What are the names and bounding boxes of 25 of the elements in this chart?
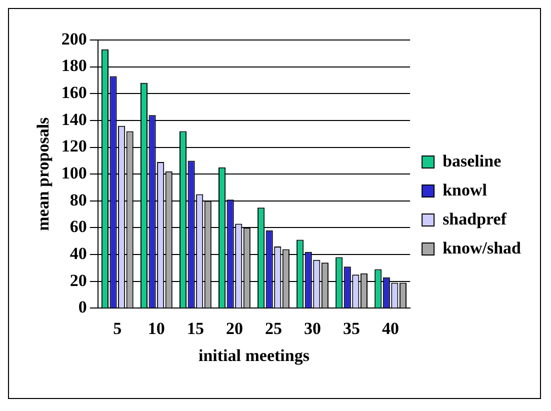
y-tick-label: 180 — [61, 56, 87, 76]
y-tick-label: 0 — [78, 298, 87, 317]
y-tick-label: 100 — [61, 163, 87, 182]
x-axis-title: initial meetings — [198, 346, 310, 366]
legend-label: shadpref — [442, 209, 507, 228]
y-tick-label: 60 — [70, 217, 87, 236]
x-tick-label: 30 — [304, 318, 322, 338]
x-tick-label: 10 — [148, 318, 165, 338]
x-tick-label: 15 — [186, 318, 204, 338]
legend-label: baseline — [442, 151, 502, 170]
y-tick-label: 120 — [61, 136, 87, 156]
legend-label: knowl — [442, 180, 488, 200]
y-tick-label: 80 — [70, 190, 87, 210]
x-tick-label: 25 — [264, 318, 282, 338]
y-tick-label: 160 — [61, 83, 87, 102]
x-tick-label: 35 — [343, 318, 360, 338]
y-tick-label: 140 — [61, 110, 87, 129]
y-axis-title: mean proposals — [34, 116, 53, 231]
y-tick-label: 20 — [70, 270, 87, 290]
legend-label: know/shad — [442, 238, 522, 258]
x-tick-label: 5 — [113, 318, 122, 338]
y-tick-label: 40 — [70, 244, 87, 263]
y-tick-label: 200 — [61, 29, 87, 48]
x-tick-label: 20 — [226, 318, 243, 338]
x-tick-label: 40 — [382, 318, 400, 338]
